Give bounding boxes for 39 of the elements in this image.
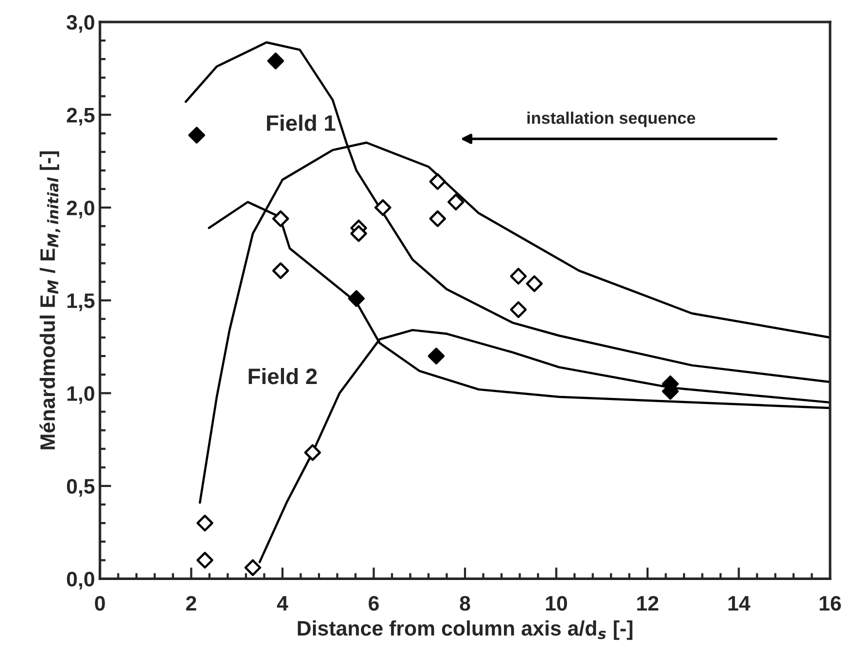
x-tick-label: 10 (546, 596, 567, 611)
annotation: Field 1 (267, 114, 336, 131)
x-tick-label: 14 (728, 596, 750, 611)
point (188, 126, 206, 144)
y-tick-label: 1,5 (67, 294, 95, 312)
x-tick-label: 16 (820, 596, 841, 611)
point (510, 268, 527, 285)
x-tick-label: 4 (277, 596, 288, 611)
x-tick-label: 12 (637, 596, 658, 611)
y-axis-title: Ménardmodul E$_{M}$ / E$_{M,initial}$ [-] (40, 151, 60, 450)
point (428, 348, 445, 364)
y-tick-label: 2,5 (66, 108, 95, 126)
point (429, 173, 446, 190)
point (304, 444, 321, 461)
x-axis-title: Distance from column axis a/d$_{s}$ [-] (298, 620, 632, 640)
y-tick-label: 0,5 (66, 478, 95, 497)
point (429, 210, 446, 228)
y-tick-label: 1,0 (67, 386, 94, 404)
x-tick-label: 2 (186, 596, 196, 611)
point (350, 225, 368, 242)
point (374, 199, 392, 216)
point (267, 52, 284, 70)
point (348, 290, 365, 307)
point (272, 210, 290, 228)
point (272, 262, 290, 280)
point (244, 559, 262, 576)
x-tick-label: 0 (94, 596, 105, 611)
point (526, 275, 543, 292)
y-tick-label: 3,0 (66, 14, 94, 33)
point (447, 194, 464, 210)
point (196, 552, 214, 569)
y-tick-label: 0,0 (66, 572, 94, 590)
annotation: Field 2 (248, 368, 317, 384)
x-tick-label: 8 (460, 596, 470, 611)
x-tick-label: 6 (368, 596, 379, 611)
point (510, 301, 527, 318)
annotation: installation sequence (527, 112, 696, 128)
y-tick-label: 2,0 (66, 200, 94, 218)
point (196, 514, 214, 532)
